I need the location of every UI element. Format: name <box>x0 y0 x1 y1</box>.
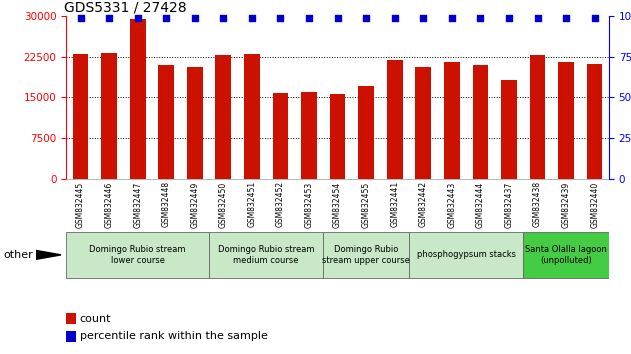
Text: GDS5331 / 27428: GDS5331 / 27428 <box>64 1 186 15</box>
Bar <box>187 68 203 179</box>
Bar <box>66 331 76 342</box>
Text: GSM832437: GSM832437 <box>504 181 514 228</box>
Bar <box>330 94 345 179</box>
Bar <box>387 61 403 179</box>
Bar <box>415 68 431 179</box>
Text: GSM832444: GSM832444 <box>476 181 485 228</box>
Text: Santa Olalla lagoon
(unpolluted): Santa Olalla lagoon (unpolluted) <box>525 245 607 264</box>
Text: Domingo Rubio stream
medium course: Domingo Rubio stream medium course <box>218 245 314 264</box>
Point <box>275 15 285 21</box>
Bar <box>273 93 288 179</box>
Bar <box>523 232 609 278</box>
Point <box>361 15 371 21</box>
Bar <box>130 19 146 179</box>
Text: GSM832450: GSM832450 <box>219 181 228 228</box>
Bar <box>244 54 260 179</box>
Text: GSM832453: GSM832453 <box>305 181 314 228</box>
Point <box>161 15 171 21</box>
Point <box>104 15 114 21</box>
Bar <box>301 92 317 179</box>
Text: other: other <box>3 250 33 260</box>
Point <box>418 15 428 21</box>
Bar <box>409 232 523 278</box>
Polygon shape <box>36 250 61 259</box>
Text: GSM832441: GSM832441 <box>390 181 399 228</box>
Bar <box>158 65 174 179</box>
Text: GSM832455: GSM832455 <box>362 181 370 228</box>
Text: GSM832452: GSM832452 <box>276 181 285 228</box>
Text: GSM832439: GSM832439 <box>562 181 570 228</box>
Text: GSM832447: GSM832447 <box>133 181 142 228</box>
Text: count: count <box>80 314 111 324</box>
Bar <box>215 55 231 179</box>
Text: Domingo Rubio stream
lower course: Domingo Rubio stream lower course <box>90 245 186 264</box>
Bar <box>444 62 459 179</box>
Point <box>304 15 314 21</box>
Bar <box>323 232 409 278</box>
Point <box>533 15 543 21</box>
Point <box>333 15 343 21</box>
Text: GSM832451: GSM832451 <box>247 181 256 228</box>
Bar <box>101 53 117 179</box>
Point <box>76 15 86 21</box>
Text: GSM832454: GSM832454 <box>333 181 342 228</box>
Text: percentile rank within the sample: percentile rank within the sample <box>80 331 268 341</box>
Bar <box>473 65 488 179</box>
Text: GSM832448: GSM832448 <box>162 181 171 228</box>
Text: GSM832445: GSM832445 <box>76 181 85 228</box>
Point <box>247 15 257 21</box>
Point <box>561 15 571 21</box>
Point <box>218 15 228 21</box>
Point <box>504 15 514 21</box>
Bar <box>501 80 517 179</box>
Bar <box>209 232 323 278</box>
Text: GSM832442: GSM832442 <box>419 181 428 228</box>
Point <box>447 15 457 21</box>
Text: phosphogypsum stacks: phosphogypsum stacks <box>416 250 516 259</box>
Bar <box>529 55 545 179</box>
Text: GSM832440: GSM832440 <box>590 181 599 228</box>
Point <box>190 15 200 21</box>
Bar <box>73 54 88 179</box>
Bar <box>66 232 209 278</box>
Text: GSM832438: GSM832438 <box>533 181 542 228</box>
Point <box>390 15 400 21</box>
Point <box>475 15 485 21</box>
Point <box>133 15 143 21</box>
Bar <box>587 64 603 179</box>
Point <box>589 15 599 21</box>
Text: GSM832446: GSM832446 <box>105 181 114 228</box>
Bar <box>358 86 374 179</box>
Text: Domingo Rubio
stream upper course: Domingo Rubio stream upper course <box>322 245 410 264</box>
Bar <box>558 62 574 179</box>
Text: GSM832443: GSM832443 <box>447 181 456 228</box>
Bar <box>66 313 76 324</box>
Text: GSM832449: GSM832449 <box>191 181 199 228</box>
